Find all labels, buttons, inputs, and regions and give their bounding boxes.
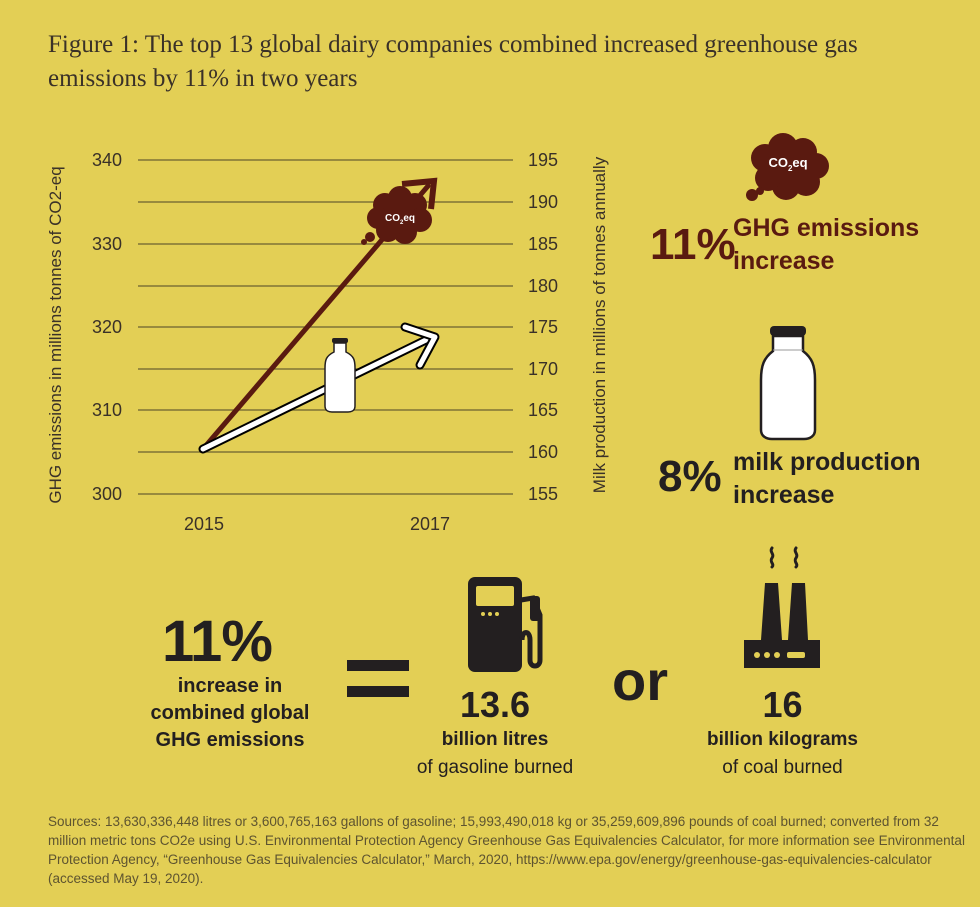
y-right-tick: 165 [528,400,559,420]
y-left-tick: 310 [92,400,123,420]
coal-desc: of coal burned [722,757,843,778]
gasoline-desc: of gasoline burned [416,757,574,778]
factory-icon [744,546,820,668]
coal-unit: billion kilograms [707,729,858,750]
x-tick: 2017 [409,514,451,534]
sources-footnote: Sources: 13,630,336,448 litres or 3,600,… [48,814,965,886]
gasoline-unit: billion litres [441,729,549,750]
y-right-tick: 170 [528,359,559,379]
x-tick: 2015 [183,514,225,534]
milk-arrow [198,322,440,454]
figure-title: Figure 1: The top 13 global dairy compan… [48,31,858,92]
svg-text:CO2eq: CO2eq [385,213,415,226]
bottom-percent: 11% [162,609,273,674]
y-right-tick: 185 [528,234,559,254]
bottom-desc-3: GHG emissions [155,729,305,751]
gas-pump-icon [468,577,543,672]
co2-cloud-icon-large [746,133,829,201]
milk-label-line1: milk production [733,448,921,476]
svg-text:CO2eq: CO2eq [768,155,807,173]
y-left-tick: 330 [92,234,123,254]
y-left-tick: 300 [92,484,123,504]
y-right-tick: 175 [528,317,559,337]
y-left-tick: 340 [92,150,123,170]
equals-icon [347,660,409,697]
coal-number: 16 [762,684,803,725]
y-right-tick: 190 [528,192,559,212]
y-right-tick: 160 [528,442,559,462]
y-left-tick: 320 [92,317,123,337]
milk-bottle-icon-large [759,326,817,441]
y-right-tick: 180 [528,276,559,296]
ghg-label-line1: GHG emissions [733,214,920,242]
bottom-desc-2: combined global [150,702,310,724]
y-right-tick: 155 [528,484,559,504]
ghg-percent: 11% [650,220,736,269]
y-right-tick: 195 [528,150,559,170]
co2-cloud-icon [361,186,432,245]
milk-percent: 8% [658,452,722,501]
gasoline-number: 13.6 [459,684,531,725]
bottom-desc-1: increase in [177,675,283,697]
ghg-label-line2: increase [733,247,835,275]
or-label: or [612,649,668,712]
milk-bottle-icon [324,338,356,413]
gridlines [138,159,513,495]
milk-label-line2: increase [733,481,835,509]
